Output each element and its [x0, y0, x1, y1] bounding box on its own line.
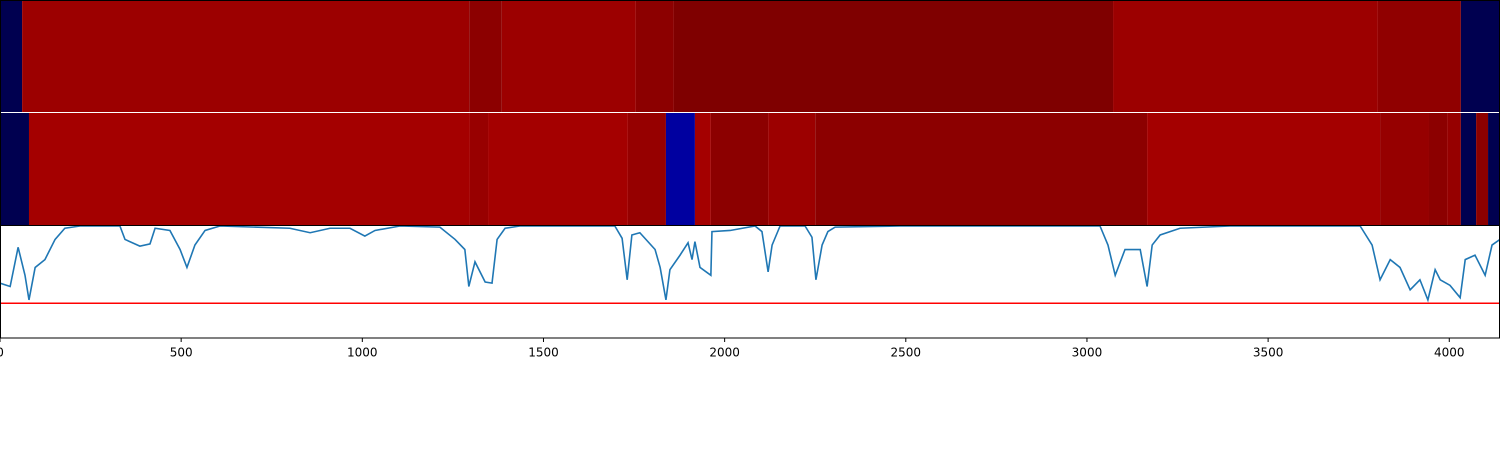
strip-segment [710, 113, 769, 225]
x-tick-label: 1000 [347, 346, 378, 360]
strip-segment [501, 0, 636, 112]
strip-segment [635, 0, 674, 112]
strip-segment [673, 0, 1114, 112]
strip-segment [1460, 0, 1500, 112]
strip-segment [768, 113, 816, 225]
x-tick-label: 500 [170, 346, 193, 360]
strip-segment [28, 113, 470, 225]
strip-segment [1113, 0, 1378, 112]
x-tick-label: 0 [0, 346, 4, 360]
strip-segment [1428, 113, 1448, 225]
strip-segment [1380, 113, 1429, 225]
strip-segment [488, 113, 628, 225]
strip-segment [22, 0, 470, 112]
strip-segment [469, 0, 502, 112]
strip-segment [1447, 113, 1461, 225]
data-line [0, 225, 1500, 303]
strip-segment [0, 113, 29, 225]
x-tick-label: 3500 [1253, 346, 1284, 360]
strip-segment [1476, 113, 1489, 225]
strip-segment [1377, 0, 1461, 112]
x-tick-label: 1500 [528, 346, 559, 360]
x-tick-label: 2500 [891, 346, 922, 360]
strip-segment [0, 0, 23, 112]
strip-segment [815, 113, 1148, 225]
x-tick-label: 3000 [1072, 346, 1103, 360]
strip-segment [665, 113, 695, 225]
strip-segment [469, 113, 489, 225]
x-tick-label: 4000 [1434, 346, 1465, 360]
strip-segment [694, 113, 711, 225]
x-tick-label: 2000 [709, 346, 740, 360]
strip-segment [1488, 113, 1500, 225]
strip-segment [627, 113, 666, 225]
strip-segment [1147, 113, 1381, 225]
strip-segment [1460, 113, 1477, 225]
